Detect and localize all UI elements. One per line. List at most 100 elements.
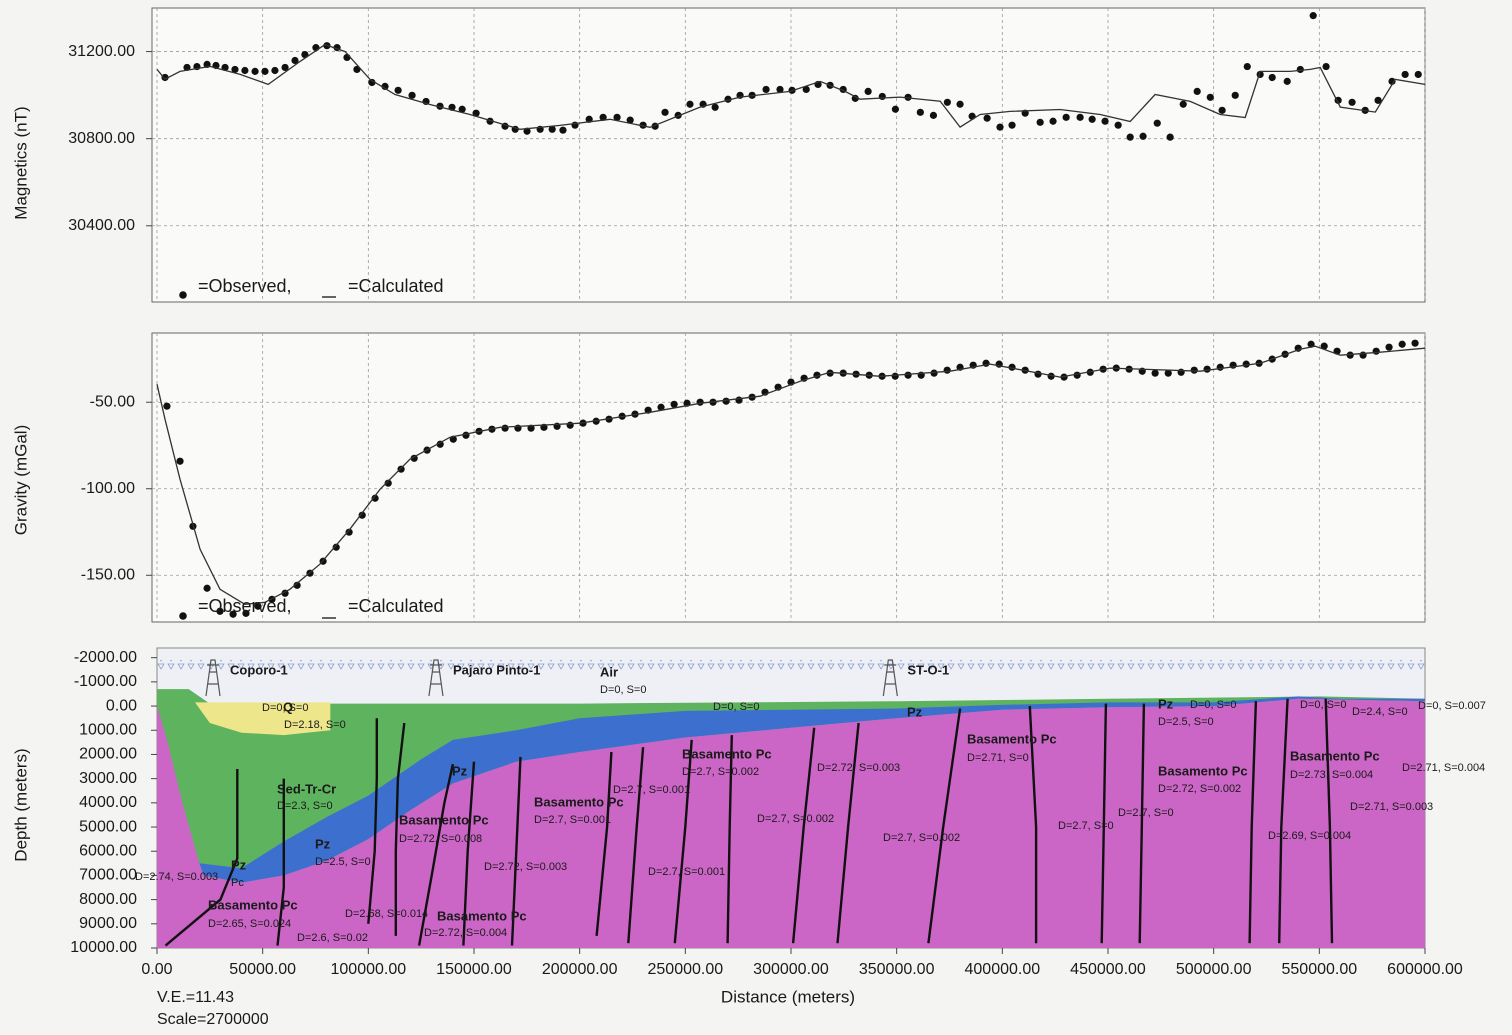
section-label: D=2.7, S=0.001 [648,866,725,878]
fault [673,739,693,944]
observed-point [762,85,770,94]
observed-point [1243,62,1251,71]
observed-point [408,91,416,99]
section-label: Pz [1158,696,1174,711]
observed-point [1411,339,1419,347]
observed-point [458,105,466,113]
section-label: D=2.5, S=0 [315,856,371,868]
fault [1278,698,1289,944]
section-label: Pz [231,857,247,872]
y-axis-title: Depth (meters) [11,748,30,861]
section-label: D=2.73, S=0.004 [1290,769,1373,781]
y-tick-label: 7000.00 [79,867,137,884]
section-label: D=2.72, S=0.004 [424,927,507,939]
legend-label: =Observed, [198,596,292,616]
observed-point [943,98,951,106]
observed-point [891,372,899,380]
y-tick-label: 2000.00 [79,746,137,763]
y-tick-label: 0.00 [106,697,137,714]
y-tick-label: 10000.00 [70,939,137,956]
x-tick-label: 0.00 [141,961,172,978]
section-label: D=2.71, S=0 [967,752,1029,764]
section-label: D=2.72, S=0.003 [817,762,900,774]
observed-point [1296,65,1304,74]
x-tick-label: 550000.00 [1282,961,1358,978]
section-label: Pc [231,877,244,889]
fault [164,769,239,947]
section-label: Air [600,664,618,679]
body [195,702,331,736]
station-row [157,660,1425,670]
section-label: D=2.72, S=0.008 [399,833,482,845]
section-label: D=0, S=0.007 [1418,700,1486,712]
observed-point [1203,365,1211,373]
observed-point [1268,73,1276,82]
section-label: Basamento Pc [1290,748,1380,763]
observed-point [271,66,279,75]
observed-point [1139,132,1147,140]
observed-point [1242,360,1250,368]
fault [1100,703,1108,944]
section-label: Pz [907,704,923,719]
section-label: D=2.7, S=0.001 [534,814,611,826]
section-label: D=2.72, S=0.003 [484,861,567,873]
observed-point [1414,70,1422,79]
observed-point [216,607,224,615]
observed-point [462,431,470,439]
y-axis-title: Magnetics (nT) [11,106,30,219]
section-label: Basamento Pc [1158,763,1248,778]
observed-point [1153,119,1161,127]
observed-point [1008,121,1016,129]
y-tick-label: -100.00 [81,480,135,497]
observed-point [293,581,301,589]
observed-point [722,397,730,405]
y-tick-label: 31200.00 [68,43,135,60]
fault [927,708,962,944]
legend-label: =Calculated [348,596,444,616]
well-derrick [428,659,444,697]
section-label: Basamento Pc [682,746,772,761]
fault [394,722,406,936]
observed-point [1398,340,1406,348]
section-label: D=2.69, S=0.004 [1268,830,1351,842]
x-tick-label: 600000.00 [1387,961,1463,978]
observed-point [203,584,211,592]
section-label: D=2.3, S=0 [277,800,333,812]
fault [836,722,860,944]
observed-point [802,85,810,94]
observed-point [696,398,704,406]
observed-point [826,369,834,377]
observed-point [626,116,634,124]
note: Scale=2700000 [157,1011,269,1028]
section-bodies [157,689,1425,948]
section-label: D=2.65, S=0.024 [208,918,291,930]
observed-point [251,67,259,75]
fault [595,751,613,937]
observed-point [1049,117,1057,125]
observed-point [472,109,480,117]
section-label: D=2.5, S=0 [1158,716,1214,728]
observed-point [241,66,249,75]
observed-point [1388,77,1396,85]
observed-point [281,63,289,72]
y-tick-label: -2000.00 [74,649,137,666]
section-label: D=2.7, S=0.002 [682,766,759,778]
observed-point [1088,115,1096,123]
observed-point [1076,113,1084,121]
observed-point [559,126,567,134]
well-label: Coporo-1 [230,662,288,677]
observed-point [1190,366,1198,374]
fault [417,763,455,946]
calculated-line [156,43,1426,130]
section-label: Basamento Pc [399,812,489,827]
observed-point [1166,133,1174,141]
observed-point [864,87,872,96]
observed-point [686,100,694,108]
x-axis-title: Distance (meters) [721,987,855,1006]
section-label: D=0, S=0 [1190,699,1236,711]
observed-point [1034,370,1042,378]
observed-point [1206,93,1214,101]
fault [1138,703,1146,944]
fault [276,778,285,946]
observed-point [904,371,912,379]
